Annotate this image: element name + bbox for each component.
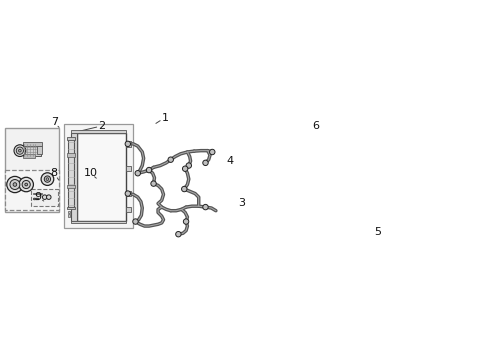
Circle shape	[44, 176, 50, 182]
Circle shape	[125, 191, 130, 196]
Bar	[126, 207, 131, 212]
Circle shape	[182, 186, 187, 192]
Circle shape	[37, 198, 39, 200]
Circle shape	[183, 219, 189, 224]
Bar	[68, 214, 71, 217]
Circle shape	[13, 183, 17, 186]
Circle shape	[176, 231, 181, 237]
Circle shape	[46, 178, 49, 180]
Bar	[67, 137, 74, 140]
Bar	[23, 154, 35, 158]
Circle shape	[182, 166, 188, 171]
Circle shape	[125, 141, 130, 147]
Bar	[31, 189, 58, 206]
Text: 3: 3	[238, 198, 245, 208]
Circle shape	[147, 167, 152, 173]
Circle shape	[203, 204, 208, 210]
Circle shape	[133, 219, 138, 224]
Bar	[126, 191, 131, 196]
Text: 4: 4	[227, 156, 234, 166]
Bar	[5, 170, 59, 210]
Circle shape	[25, 183, 27, 186]
Bar	[72, 130, 126, 133]
Bar	[23, 144, 41, 156]
Text: 6: 6	[313, 121, 319, 131]
Circle shape	[168, 157, 173, 162]
Bar	[67, 153, 75, 157]
Circle shape	[33, 198, 35, 200]
Circle shape	[14, 145, 26, 157]
Text: 9: 9	[34, 192, 42, 202]
Circle shape	[186, 163, 192, 168]
Bar	[68, 139, 74, 207]
Bar	[4, 128, 59, 212]
Bar	[68, 211, 71, 213]
Text: 2: 2	[98, 121, 106, 131]
Text: 5: 5	[374, 227, 381, 237]
Text: 8: 8	[50, 168, 58, 178]
Bar	[23, 141, 43, 146]
Bar	[72, 132, 77, 221]
Bar	[126, 141, 131, 147]
Circle shape	[210, 149, 215, 155]
Bar	[37, 146, 42, 154]
Circle shape	[7, 176, 23, 193]
Text: 1: 1	[161, 113, 169, 123]
Text: 7: 7	[50, 117, 58, 127]
Circle shape	[47, 195, 51, 199]
Bar	[67, 185, 75, 188]
Bar	[72, 221, 126, 223]
Bar	[67, 207, 74, 210]
Bar	[77, 132, 126, 221]
Circle shape	[19, 177, 33, 192]
Bar	[126, 166, 131, 171]
Circle shape	[10, 180, 20, 189]
Circle shape	[43, 195, 47, 199]
Text: 10: 10	[83, 168, 98, 178]
Circle shape	[203, 160, 208, 166]
Bar	[64, 123, 133, 228]
Circle shape	[22, 180, 30, 189]
Circle shape	[41, 173, 54, 185]
Circle shape	[16, 147, 24, 154]
Circle shape	[151, 181, 156, 186]
Circle shape	[19, 149, 21, 152]
Circle shape	[35, 198, 37, 200]
Circle shape	[135, 171, 141, 176]
